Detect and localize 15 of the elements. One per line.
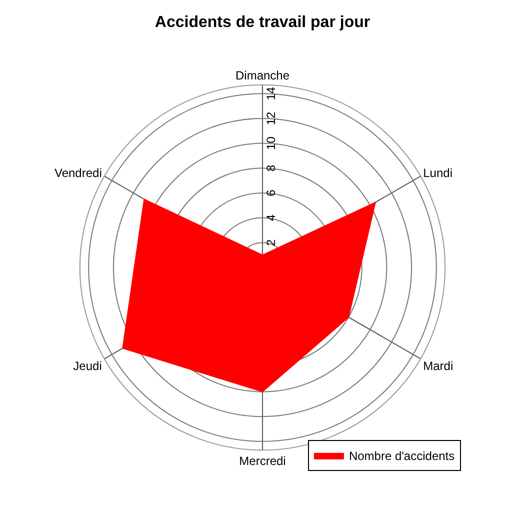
y-tick-label: 10 [264, 136, 278, 150]
y-tick-label: 8 [264, 164, 278, 172]
spoke-label: Lundi [423, 166, 453, 180]
spoke-label: Mercredi [239, 454, 286, 468]
spoke-label: Dimanche [235, 68, 290, 83]
y-tick-label: 14 [264, 86, 278, 100]
chart-title: Accidents de travail par jour [154, 14, 370, 31]
legend-label: Nombre d'accidents [348, 449, 455, 464]
y-tick-label: 6 [264, 189, 278, 196]
spoke-label: Vendredi [54, 166, 102, 180]
spoke-label: Jeudi [73, 358, 102, 373]
y-tick-label: 12 [264, 111, 278, 126]
spoke-label: Mardi [423, 358, 454, 373]
y-tick-label: 2 [264, 239, 278, 246]
y-tick-label: 4 [264, 214, 278, 222]
